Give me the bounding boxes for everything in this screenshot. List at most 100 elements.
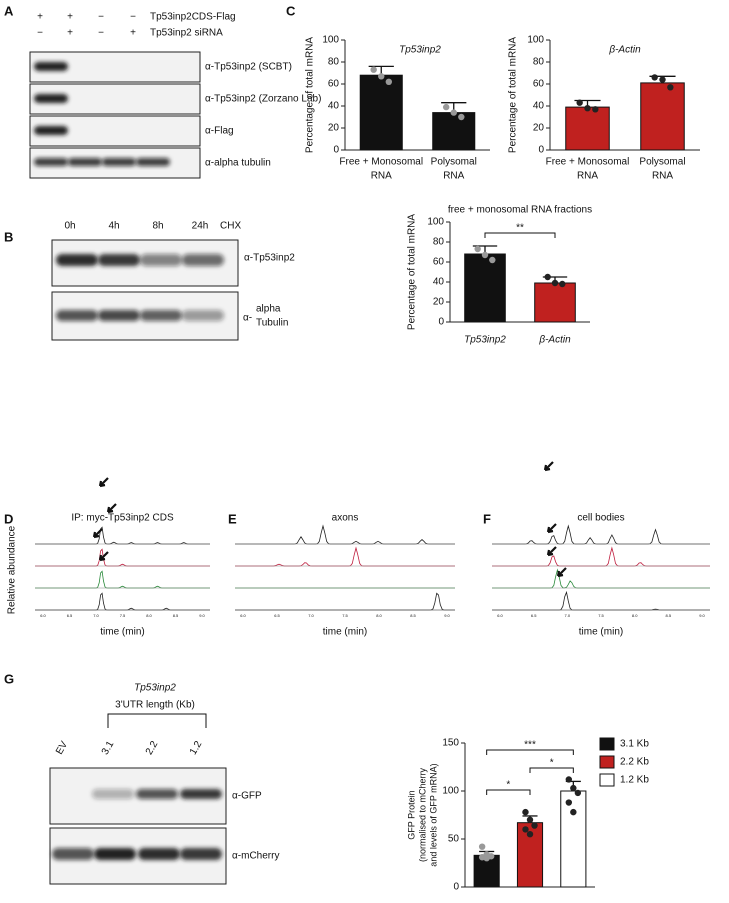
x-tick-label: RNA: [443, 171, 464, 182]
condition-mark: +: [37, 12, 43, 23]
lane-label: 3.1: [100, 739, 117, 757]
trace: [492, 524, 710, 545]
x-tick-label: 7.0: [308, 613, 314, 618]
x-tick-label: 8.0: [376, 613, 382, 618]
band: [182, 310, 224, 321]
band-label: α-Tp53inp2 (SCBT): [205, 62, 292, 73]
band: [136, 158, 170, 166]
chart-title: β-Actin: [608, 45, 641, 56]
data-point: [659, 76, 666, 83]
lane-label: 8h: [152, 221, 163, 232]
trace: [235, 546, 455, 567]
x-tick-label: 6.0: [240, 613, 246, 618]
x-tick-label: 6.5: [274, 613, 280, 618]
chart-title: Tp53inp2: [399, 45, 441, 56]
x-tick-label: 7.5: [598, 613, 604, 618]
data-point: [385, 78, 393, 86]
panel-label: F: [483, 511, 491, 526]
band-label: alpha: [256, 304, 281, 315]
trace: [492, 546, 710, 567]
panel-label: A: [4, 3, 14, 18]
band-label: α-: [243, 313, 252, 324]
trace: [492, 568, 710, 589]
lane-label: 2.2: [144, 739, 161, 757]
y-tick-label: 20: [533, 123, 545, 134]
x-tick-label: 7.5: [342, 613, 348, 618]
condition-mark: +: [67, 28, 73, 39]
data-point: [458, 113, 465, 121]
y-tick-label: 40: [533, 101, 545, 112]
panel-label: D: [4, 511, 13, 526]
arrow: [98, 551, 109, 562]
data-point: [651, 74, 658, 81]
trace: [492, 590, 710, 611]
x-tick-label: β-Actin: [538, 335, 571, 346]
blot-subheader: 3'UTR length (Kb): [115, 700, 195, 711]
y-tick-label: 20: [433, 297, 445, 308]
y-tick-label: 100: [427, 217, 444, 228]
panel-label: B: [4, 229, 13, 244]
y-axis-label: and levels of GFP mRNA): [428, 763, 438, 866]
legend-swatch: [599, 773, 615, 787]
legend-label: 1.2 Kb: [620, 775, 649, 786]
trace: [35, 548, 210, 567]
bar: [640, 82, 685, 151]
significance: ***: [524, 740, 536, 751]
condition-mark: +: [130, 28, 136, 39]
trace: [35, 526, 210, 545]
arrow: [543, 461, 554, 472]
y-axis-label: Relative abundance: [7, 525, 18, 614]
x-axis-label: time (min): [579, 627, 623, 638]
sig-bracket: [486, 789, 531, 795]
data-point: [570, 808, 577, 816]
x-tick-label: RNA: [371, 171, 392, 182]
lane-label: 4h: [108, 221, 119, 232]
data-point: [481, 251, 489, 259]
bar: [565, 106, 610, 151]
x-tick-label: Polysomal: [639, 157, 685, 168]
y-axis-label: Percentage of total mRNA: [407, 214, 418, 330]
band: [182, 254, 224, 266]
chromatogram-title: axons: [332, 513, 359, 524]
arrow: [92, 528, 103, 539]
data-point: [489, 256, 496, 264]
chromatogram-title: cell bodies: [577, 513, 624, 524]
x-tick-label: 6.5: [531, 613, 537, 618]
y-tick-label: 60: [533, 79, 545, 90]
band: [98, 310, 140, 321]
band: [56, 310, 98, 321]
significance: **: [516, 223, 524, 234]
x-tick-label: 7.0: [565, 613, 571, 618]
y-axis-label: Percentage of total mRNA: [508, 37, 519, 153]
significance: *: [550, 758, 554, 769]
x-tick-label: RNA: [577, 171, 598, 182]
lane-label: 1.2: [188, 739, 205, 757]
data-point: [522, 808, 529, 816]
x-tick-label: 8.5: [666, 613, 672, 618]
data-point: [551, 279, 559, 287]
data-point: [574, 789, 582, 797]
y-axis-label: GFP Protein: [406, 790, 416, 839]
y-tick-label: 50: [448, 834, 460, 845]
sig-bracket: [529, 767, 574, 773]
band: [34, 126, 68, 135]
x-tick-label: 9.0: [699, 613, 705, 618]
y-tick-label: 100: [322, 35, 339, 46]
y-axis-label: (normalised to mCherry: [417, 767, 427, 862]
arrow: [556, 567, 567, 578]
data-point: [442, 103, 450, 111]
condition-label: Tp53inp2 siRNA: [150, 28, 223, 39]
condition-mark: −: [98, 28, 104, 39]
data-point: [378, 73, 385, 80]
y-tick-label: 80: [533, 57, 545, 68]
band: [98, 254, 140, 266]
bar: [534, 282, 576, 323]
chromatogram-title: IP: myc-Tp53inp2 CDS: [71, 513, 174, 524]
data-point: [526, 816, 534, 823]
lane-label: EV: [54, 739, 70, 756]
x-tick-label: 7.0: [93, 613, 99, 618]
data-point: [474, 245, 481, 253]
band: [56, 254, 98, 266]
band: [52, 848, 94, 860]
legend-label: 2.2 Kb: [620, 757, 649, 768]
